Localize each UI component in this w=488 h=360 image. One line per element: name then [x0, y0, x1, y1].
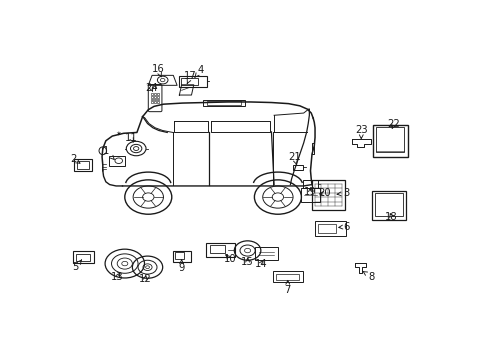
Bar: [157, 96, 159, 98]
Bar: [206, 101, 241, 105]
Text: 15: 15: [241, 257, 253, 267]
Text: 20: 20: [318, 188, 330, 198]
Bar: [181, 78, 197, 85]
Text: ✶: ✶: [116, 131, 122, 137]
Bar: [154, 99, 156, 100]
Bar: [77, 161, 89, 169]
Bar: [154, 102, 156, 103]
Bar: [74, 159, 92, 171]
Text: 14: 14: [254, 258, 267, 269]
Text: 13: 13: [111, 273, 123, 283]
Bar: [317, 224, 336, 233]
Text: 23: 23: [354, 125, 367, 139]
Bar: [311, 180, 344, 210]
Text: 24: 24: [145, 83, 157, 93]
Bar: [375, 127, 404, 152]
Bar: [371, 191, 405, 220]
Bar: [154, 96, 156, 98]
Bar: [109, 156, 125, 166]
Bar: [157, 102, 159, 103]
Bar: [157, 93, 159, 95]
Bar: [301, 188, 319, 202]
Bar: [315, 221, 346, 236]
Bar: [157, 99, 159, 100]
Bar: [151, 99, 153, 100]
Bar: [151, 93, 153, 95]
Text: 22: 22: [386, 119, 399, 129]
Text: 2: 2: [70, 154, 80, 164]
Bar: [205, 243, 234, 257]
Bar: [76, 254, 90, 261]
Text: 4: 4: [194, 66, 203, 78]
Text: 1: 1: [102, 146, 114, 159]
Text: 16: 16: [151, 64, 164, 77]
Bar: [276, 274, 299, 280]
Bar: [372, 125, 407, 157]
Bar: [254, 247, 278, 260]
Text: 11: 11: [124, 133, 137, 143]
Text: 8: 8: [362, 271, 373, 282]
Text: 7: 7: [284, 280, 290, 295]
Bar: [175, 252, 184, 258]
Bar: [272, 271, 302, 282]
Bar: [172, 251, 190, 262]
Bar: [73, 251, 93, 263]
Text: 19: 19: [304, 187, 316, 197]
Bar: [292, 165, 303, 170]
Bar: [374, 193, 402, 216]
Text: 10: 10: [223, 254, 236, 264]
Text: 21: 21: [287, 152, 300, 165]
Text: 9: 9: [178, 260, 184, 273]
Text: 12: 12: [139, 274, 151, 284]
Bar: [154, 93, 156, 95]
Bar: [302, 180, 317, 188]
Bar: [151, 102, 153, 103]
Bar: [179, 76, 206, 87]
Text: 18: 18: [385, 212, 397, 222]
Text: 6: 6: [338, 222, 348, 232]
Bar: [203, 100, 244, 106]
Text: 17: 17: [184, 71, 197, 84]
Bar: [209, 245, 224, 253]
Bar: [151, 96, 153, 98]
Text: 5: 5: [72, 260, 81, 272]
Text: 3: 3: [336, 188, 348, 198]
